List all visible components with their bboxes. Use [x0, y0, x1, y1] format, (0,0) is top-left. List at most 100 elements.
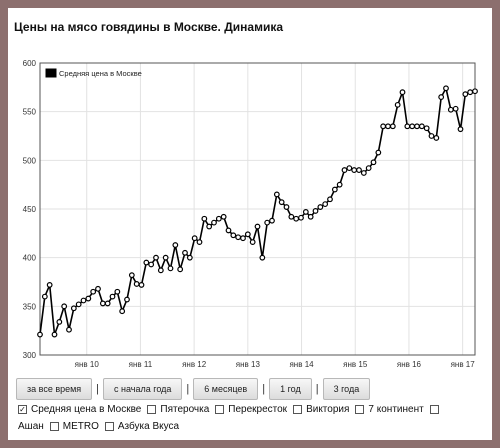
data-point	[109, 293, 116, 300]
data-point	[467, 89, 474, 96]
series-option-metro[interactable]: METRO	[49, 421, 99, 432]
data-point	[414, 123, 420, 130]
data-point	[317, 204, 324, 210]
data-point	[85, 295, 92, 302]
data-point	[75, 301, 82, 308]
series-option-label: Виктория	[306, 404, 350, 415]
data-point	[312, 208, 319, 214]
data-point	[99, 300, 106, 307]
series-option-viktoria[interactable]: Виктория	[293, 404, 349, 415]
data-point	[61, 303, 68, 310]
data-point	[447, 106, 454, 113]
y-tick-label: 600	[23, 59, 37, 68]
data-point	[452, 105, 459, 112]
data-point	[37, 331, 43, 338]
data-point	[264, 219, 271, 226]
series-option-label: METRO	[62, 421, 99, 432]
data-point	[191, 235, 198, 242]
data-point	[104, 300, 111, 307]
series-checkbox[interactable]	[355, 405, 365, 414]
data-point	[438, 94, 445, 100]
series-checkbox[interactable]	[293, 405, 303, 414]
x-tick-label: янв 14	[289, 360, 314, 369]
one-year-button[interactable]: 1 год	[269, 378, 312, 400]
data-point	[244, 231, 251, 238]
series-checkbox[interactable]	[104, 422, 114, 431]
y-tick-label: 300	[23, 351, 37, 360]
data-point	[399, 89, 406, 96]
six-months-button[interactable]: 6 месяцев	[193, 378, 259, 400]
data-point	[322, 201, 329, 208]
series-option-label: Перекресток	[228, 404, 288, 415]
series-option-label: Ашан	[18, 421, 44, 432]
data-point	[215, 215, 222, 222]
data-point	[360, 170, 367, 176]
data-point	[119, 308, 126, 315]
separator: |	[96, 383, 100, 395]
series-option-average[interactable]: ✓ Средняя цена в Москве	[18, 404, 141, 415]
data-point	[394, 101, 401, 108]
x-tick-label: янв 11	[129, 360, 153, 369]
separator: |	[262, 383, 266, 395]
data-point	[254, 223, 261, 230]
data-point	[95, 285, 101, 292]
series-checkbox[interactable]	[429, 405, 439, 414]
data-point	[293, 215, 300, 222]
data-point	[249, 239, 256, 245]
series-checkbox[interactable]: ✓	[18, 404, 27, 414]
series-option-ashan[interactable]: Ашан	[18, 421, 44, 432]
series-option-perekrestok[interactable]: Перекресток	[215, 404, 287, 415]
data-point	[356, 167, 362, 173]
separator: |	[315, 383, 319, 395]
series-option-pyaterochka[interactable]: Пятерочка	[147, 404, 209, 415]
data-point	[278, 199, 285, 206]
data-point	[341, 167, 348, 173]
data-point	[433, 135, 440, 141]
all-time-button[interactable]: за все время	[16, 378, 93, 400]
data-point	[138, 282, 145, 288]
data-point	[428, 133, 435, 139]
data-point	[346, 165, 353, 172]
data-point	[404, 123, 411, 130]
x-tick-label: янв 12	[182, 360, 207, 369]
data-point	[327, 196, 333, 203]
year-to-date-button[interactable]: с начала года	[103, 378, 183, 400]
data-point	[124, 296, 130, 303]
data-point	[220, 213, 227, 220]
series-checkbox[interactable]	[147, 405, 157, 414]
series-checkbox[interactable]	[49, 422, 59, 431]
data-point	[457, 126, 464, 133]
data-point	[409, 123, 416, 130]
data-point	[418, 123, 425, 130]
three-years-button[interactable]: 3 года	[322, 378, 371, 400]
data-point	[128, 272, 135, 279]
x-tick-label: янв 16	[397, 360, 422, 369]
data-point	[389, 123, 396, 130]
data-point	[56, 319, 63, 325]
series-option-ashan-checkbox[interactable]	[429, 405, 443, 414]
data-point	[186, 254, 193, 261]
data-point	[472, 88, 478, 95]
series-options-row-1: ✓ Средняя цена в Москве Пятерочка Перекр…	[18, 404, 449, 415]
series-checkbox[interactable]	[215, 405, 225, 414]
separator: |	[186, 383, 190, 395]
data-point	[302, 209, 309, 215]
data-point	[90, 288, 97, 295]
data-point	[66, 326, 72, 333]
series-option-7-kontinent[interactable]: 7 континент	[355, 404, 424, 415]
series-option-azbuka-vkusa[interactable]: Азбука Вкуса	[104, 421, 180, 432]
series-option-label: Азбука Вкуса	[117, 421, 180, 432]
data-point	[182, 249, 188, 256]
data-point	[380, 123, 387, 130]
x-tick-label: янв 10	[75, 360, 100, 369]
data-point	[153, 254, 159, 261]
y-tick-label: 400	[23, 254, 37, 263]
data-point	[148, 261, 155, 268]
legend-swatch	[45, 68, 57, 78]
data-point	[196, 239, 203, 245]
data-point	[172, 242, 179, 248]
data-point	[167, 265, 174, 272]
y-tick-label: 550	[23, 108, 37, 117]
plot-border	[39, 62, 476, 356]
data-point	[51, 331, 58, 338]
